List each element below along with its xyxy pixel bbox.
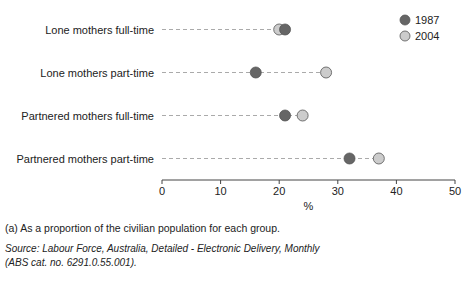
guide-line [162,29,285,30]
plot-area [162,24,384,164]
dot [344,153,355,164]
category-label: Partnered mothers full-time [21,110,154,122]
dot [280,110,291,121]
chart-container: 0 10 20 30 40 50% Lone mothers full-time Lone m… [0,0,467,300]
legend-marker [400,31,410,41]
chart: 0 10 20 30 40 50% Lone mothers full-time Lone m… [0,0,467,300]
dot [321,67,332,78]
x-tick [337,180,338,184]
dot [297,110,308,121]
dot [280,24,291,35]
x-tick-label: 40 [390,185,402,197]
guide-line [162,72,326,73]
category-label: Partnered mothers part-time [16,153,154,165]
x-tick-label: 20 [273,185,285,197]
annotation: Source: Labour Force, Australia, Detaile… [5,243,321,254]
annotation: (ABS cat. no. 6291.0.55.001). [5,257,137,268]
x-tick-label: 0 [159,185,165,197]
x-tick-label: 30 [332,185,344,197]
x-tick [220,180,221,184]
x-tick [455,180,456,184]
legend-label: 1987 [415,14,439,26]
x-axis-line [162,180,455,181]
x-tick [162,180,163,184]
x-tick-label: 50 [449,185,461,197]
dot [373,153,384,164]
category-label: Lone mothers part-time [40,67,154,79]
annotation: (a) As a proportion of the civilian popu… [5,222,280,234]
x-tick [396,180,397,184]
x-tick [279,180,280,184]
x-axis-label: % [304,200,314,212]
category-label: Lone mothers full-time [45,24,154,36]
legend-marker [400,15,410,25]
x-tick-label: 10 [214,185,226,197]
dot [250,67,261,78]
legend-label: 2004 [415,30,439,42]
legend: 1987 2004 [400,14,439,42]
